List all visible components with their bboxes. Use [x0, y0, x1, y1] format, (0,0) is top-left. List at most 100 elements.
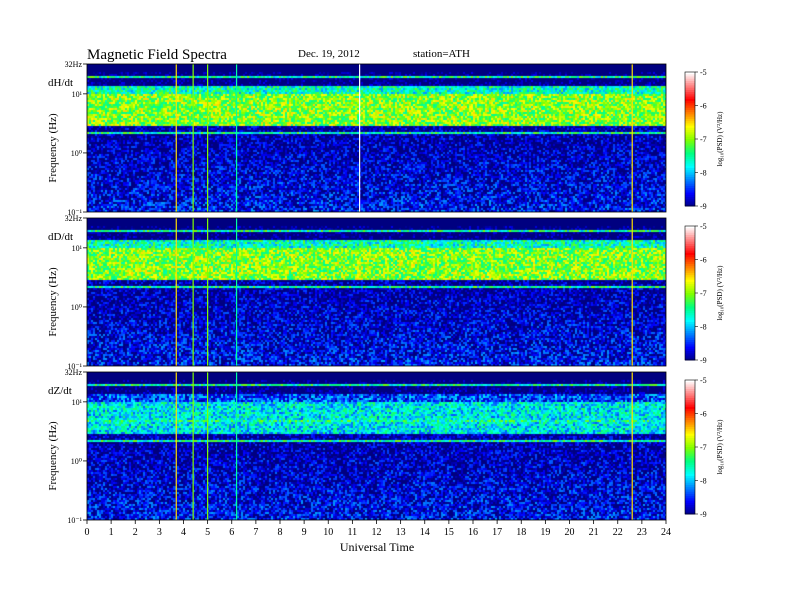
colorbar-tick-label: -5 — [700, 222, 707, 231]
colorbar-step — [685, 496, 695, 499]
colorbar-step — [685, 315, 695, 319]
colorbar-step — [685, 257, 695, 260]
colorbar-step — [685, 286, 695, 290]
colorbar-step — [685, 335, 695, 339]
colorbar-step — [685, 409, 695, 412]
colorbar-step — [685, 507, 695, 511]
colorbar-step — [685, 426, 695, 430]
colorbar-step — [685, 125, 695, 129]
date-label: Dec. 19, 2012 — [298, 48, 360, 60]
colorbar-step — [685, 85, 695, 89]
colorbar-label: log₁₀(PSD) (V²/Hz) — [716, 265, 724, 321]
colorbar-step — [685, 174, 695, 178]
colorbar-step — [685, 130, 695, 133]
colorbar-tick-label: -8 — [700, 169, 707, 178]
colorbar-step — [685, 386, 695, 390]
colorbar-step — [685, 134, 695, 138]
colorbar-step — [685, 337, 695, 341]
colorbar-step — [685, 266, 695, 269]
x-tick-label: 14 — [420, 527, 430, 538]
colorbar-step — [685, 424, 695, 428]
colorbar-step — [685, 393, 695, 397]
colorbar-step — [685, 422, 695, 426]
colorbar-step — [685, 288, 695, 292]
colorbar-tick-label: -7 — [700, 443, 707, 452]
colorbar-step — [685, 306, 695, 310]
colorbar-step — [685, 482, 695, 486]
colorbar-step — [685, 114, 695, 118]
colorbar-step — [685, 259, 695, 263]
colorbar-step — [685, 355, 695, 359]
colorbar-step — [685, 72, 695, 75]
colorbar-step — [685, 228, 695, 231]
colorbar-step — [685, 449, 695, 452]
colorbar-step — [685, 455, 695, 459]
colorbar-step — [685, 500, 695, 504]
colorbar-step — [685, 183, 695, 187]
colorbar-step — [685, 185, 695, 189]
x-tick-label: 8 — [278, 527, 283, 538]
y-tick-label: 10⁻¹ — [67, 516, 82, 525]
x-tick-label: 12 — [372, 527, 382, 538]
colorbar-step — [685, 473, 695, 477]
colorbar-step — [685, 179, 695, 182]
y-axis-label: Frequency (Hz) — [47, 113, 59, 183]
colorbar-step — [685, 511, 695, 515]
colorbar-step — [685, 123, 695, 127]
colorbar-step — [685, 109, 695, 113]
colorbar-step — [685, 147, 695, 151]
y-tick-label: 10¹ — [72, 244, 83, 253]
colorbar-step — [685, 168, 695, 171]
colorbar-step — [685, 442, 695, 446]
x-axis-label: Universal Time — [340, 540, 414, 554]
colorbar-step — [685, 154, 695, 158]
colorbar-step — [685, 230, 695, 234]
colorbar-step — [685, 313, 695, 316]
colorbar-step — [685, 203, 695, 207]
colorbar-step — [685, 384, 695, 388]
colorbar-step — [685, 78, 695, 82]
panel-frame — [86, 63, 667, 213]
colorbar-step — [685, 80, 695, 84]
colorbar-step — [685, 415, 695, 419]
colorbar-step — [685, 89, 695, 93]
colorbar-step — [685, 304, 695, 307]
colorbar-step — [685, 380, 695, 383]
figure-title: Magnetic Field Spectra — [87, 47, 227, 63]
colorbar-step — [685, 322, 695, 325]
colorbar-step — [685, 299, 695, 303]
colorbar-step — [685, 342, 695, 345]
colorbar-label: log₁₀(PSD) (V²/Hz) — [716, 111, 724, 167]
x-tick-label: 18 — [516, 527, 526, 538]
x-tick-label: 9 — [302, 527, 307, 538]
colorbar-step — [685, 406, 695, 410]
y-tick-label: 10¹ — [72, 90, 83, 99]
y-axis-label: Frequency (Hz) — [47, 421, 59, 491]
colorbar-tick-label: -9 — [700, 356, 707, 365]
colorbar-tick-label: -8 — [700, 477, 707, 486]
colorbar-step — [685, 344, 695, 348]
colorbar-step — [685, 453, 695, 457]
colorbar-tick-label: -6 — [700, 256, 707, 265]
colorbar-step — [685, 261, 695, 265]
colorbar-step — [685, 290, 695, 294]
colorbar-tick-label: -5 — [700, 376, 707, 385]
colorbar-step — [685, 112, 695, 115]
colorbar-step — [685, 170, 695, 173]
colorbar-step — [685, 76, 695, 80]
colorbar-step — [685, 413, 695, 417]
colorbar-step — [685, 107, 695, 111]
y-tick-label: 10⁻¹ — [67, 208, 82, 217]
colorbar-step — [685, 308, 695, 312]
spectrogram-image — [87, 218, 666, 366]
colorbar-step — [685, 237, 695, 240]
colorbar-step — [685, 467, 695, 470]
colorbar-step — [685, 498, 695, 502]
colorbar-step — [685, 295, 695, 298]
colorbar-step — [685, 156, 695, 160]
colorbar-step — [685, 272, 695, 276]
y-tick-label: 32Hz — [65, 214, 83, 223]
panels: dH/dt Frequency (Hz) 32Hz 10¹ 10⁰ 10⁻¹ -5 -6 -7 -… — [47, 60, 724, 525]
colorbar-step — [685, 232, 695, 236]
colorbar-step — [685, 190, 695, 194]
